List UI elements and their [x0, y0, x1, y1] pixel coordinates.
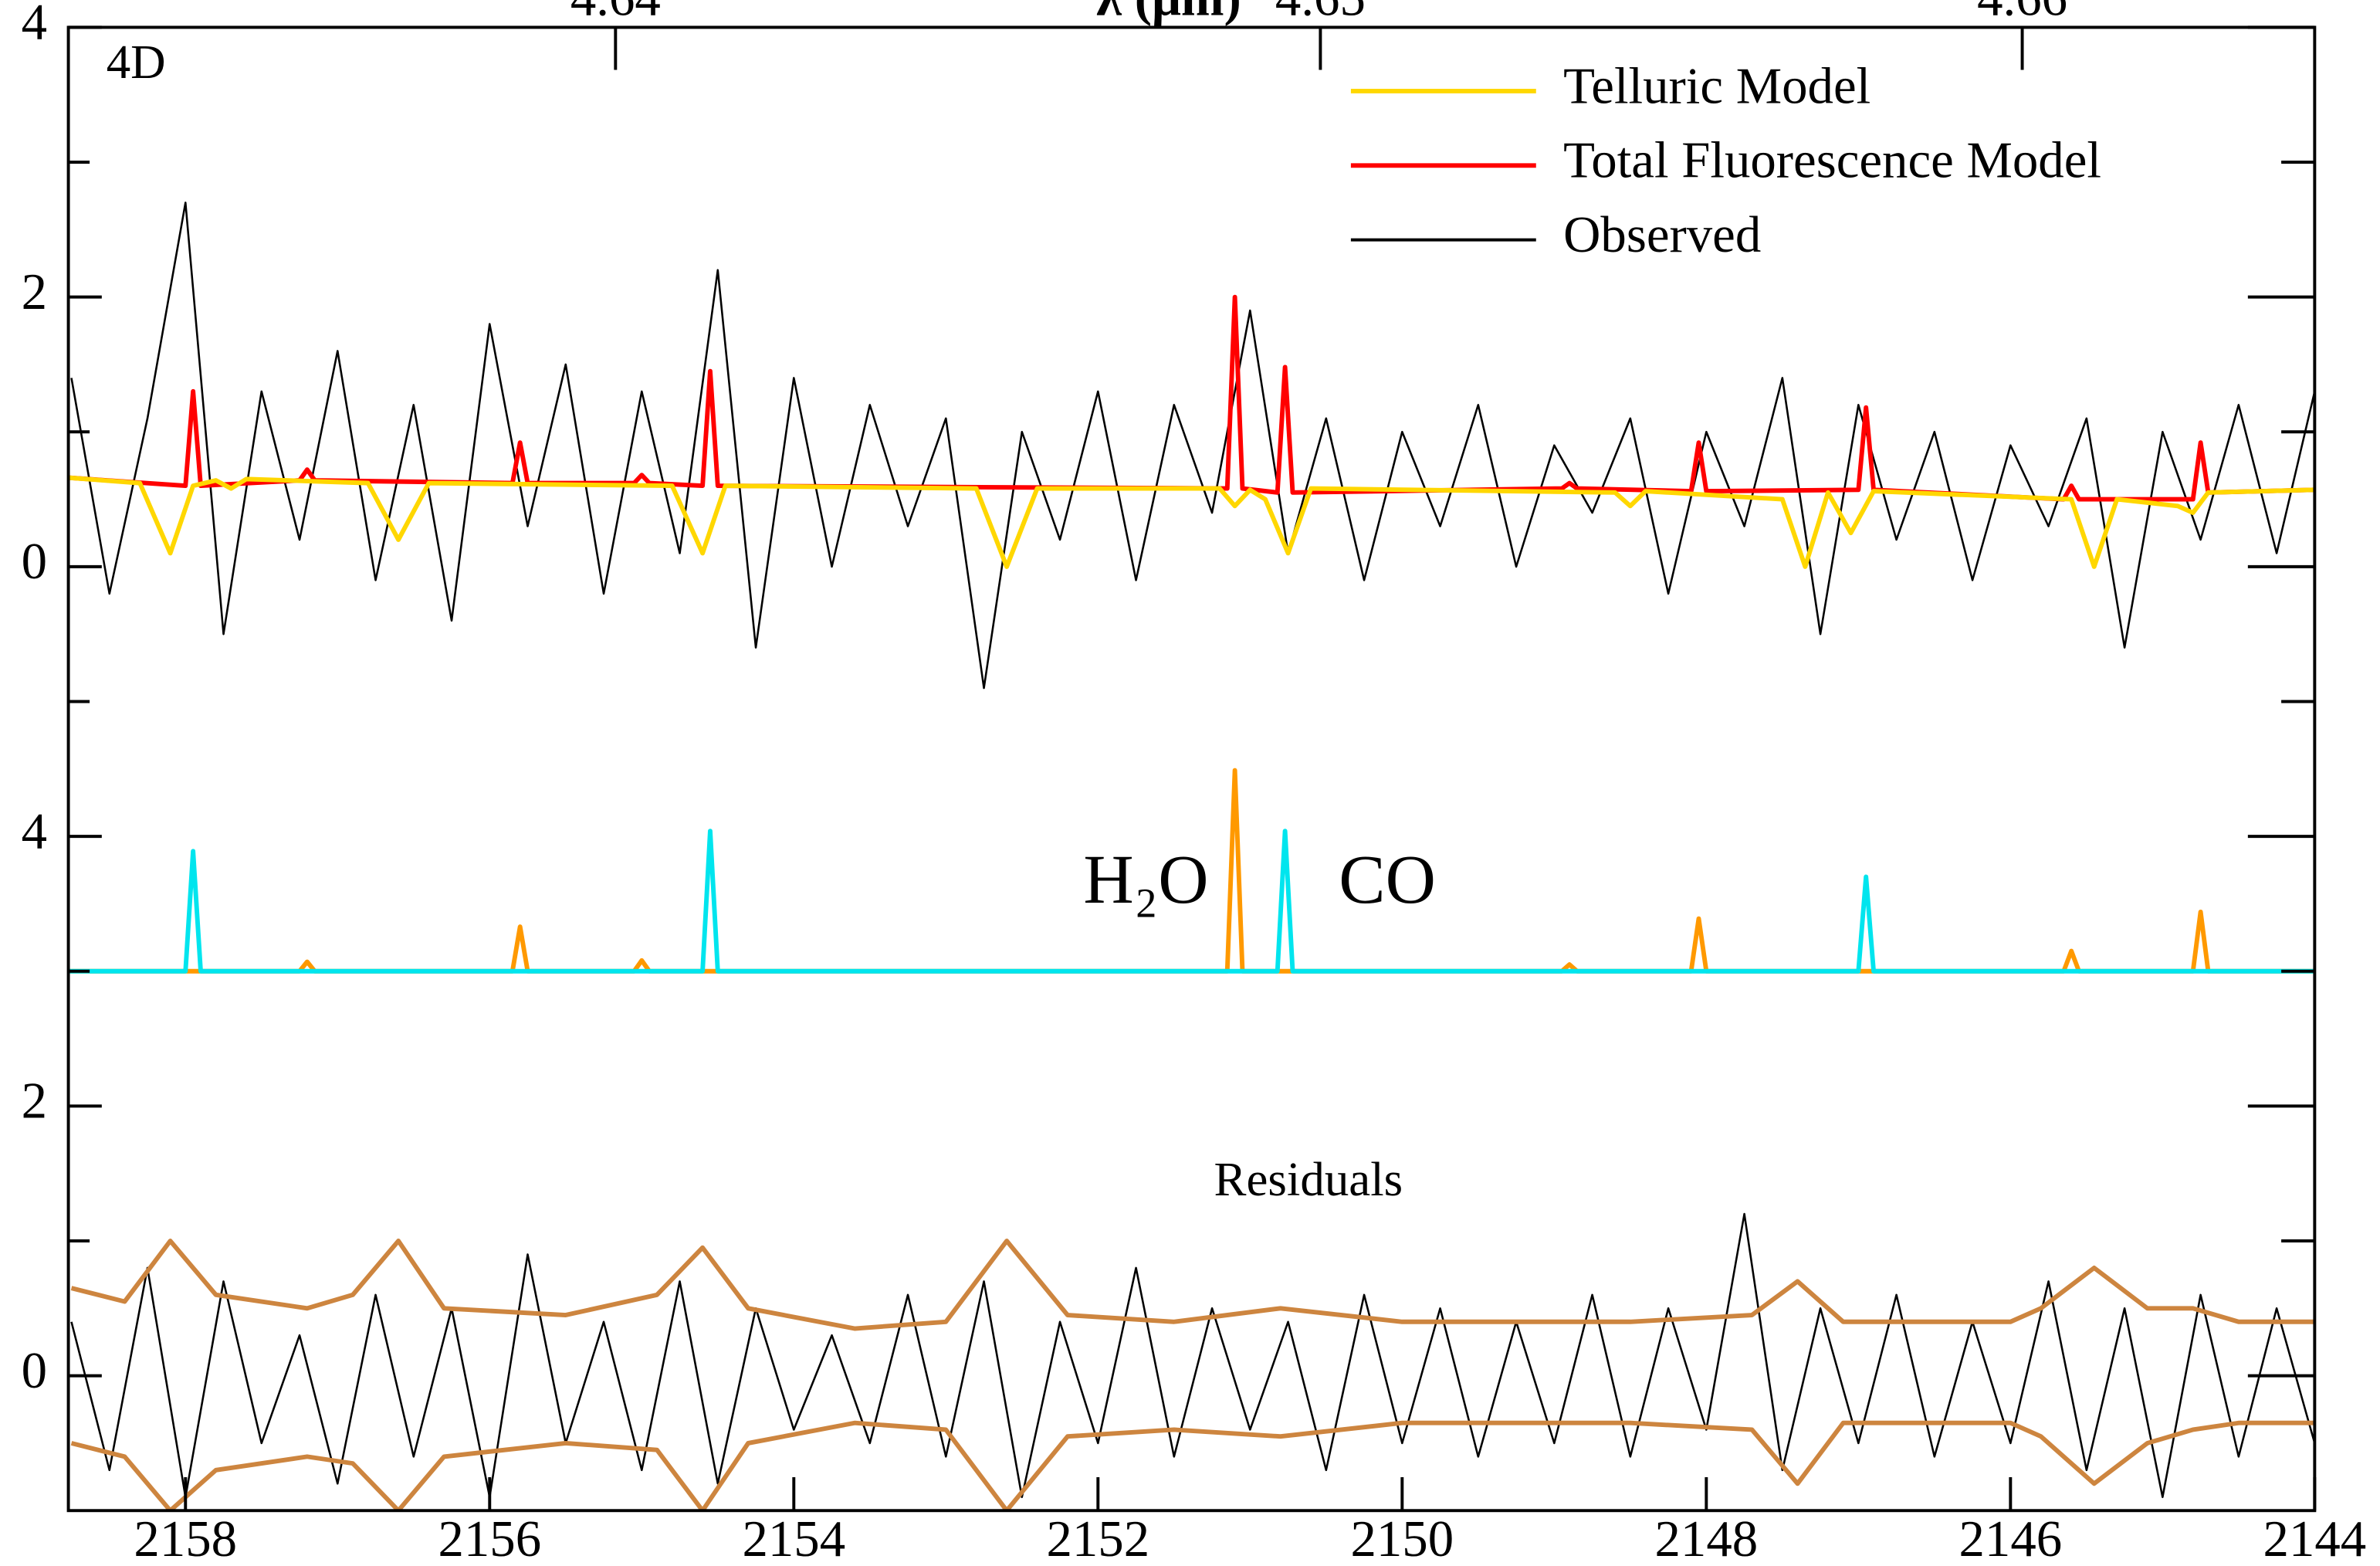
- y-tick-label: 4: [22, 0, 47, 51]
- x-tick-label: 2154: [742, 1510, 845, 1566]
- legend-label: Total Fluorescence Model: [1563, 132, 2101, 189]
- series-line: [70, 202, 2315, 690]
- x2-axis-label: λ (μm): [1096, 0, 1241, 26]
- y-tick-label: 2: [22, 1073, 47, 1130]
- annotation: 4D: [107, 35, 166, 89]
- x-tick-label: 2152: [1046, 1510, 1149, 1566]
- series-line: [70, 1420, 2315, 1511]
- y-tick-label: 0: [22, 1342, 47, 1399]
- x2-tick-label: 4.64: [570, 0, 661, 26]
- x-tick-label: 2148: [1655, 1510, 1759, 1566]
- x-tick-label: 2146: [1959, 1510, 2063, 1566]
- plot-area: [68, 202, 2315, 1511]
- series-line: [70, 1212, 2315, 1499]
- annotation: Residuals: [1214, 1152, 1403, 1206]
- annotation: CO: [1339, 840, 1436, 918]
- series-line: [70, 1239, 2315, 1331]
- x2-tick-label: 4.66: [1977, 0, 2067, 26]
- annotation: H₂O: [1083, 840, 1208, 918]
- plot-frame: [66, 25, 2317, 1513]
- series-line: [68, 294, 2315, 502]
- x-tick-label: 2156: [438, 1510, 541, 1566]
- legend-label: Telluric Model: [1563, 57, 1870, 114]
- x-tick-label: 2144: [2263, 1510, 2367, 1566]
- y-tick-label: 2: [22, 263, 47, 320]
- x-tick-label: 2150: [1350, 1510, 1454, 1566]
- series-line: [68, 829, 2315, 974]
- legend-label: Observed: [1563, 206, 1761, 263]
- x-tick-label: 2158: [134, 1510, 237, 1566]
- y-tick-label: 4: [22, 802, 47, 859]
- series-line: [68, 475, 2315, 569]
- x2-tick-label: 4.65: [1275, 0, 1366, 26]
- y-tick-label: 0: [22, 533, 47, 590]
